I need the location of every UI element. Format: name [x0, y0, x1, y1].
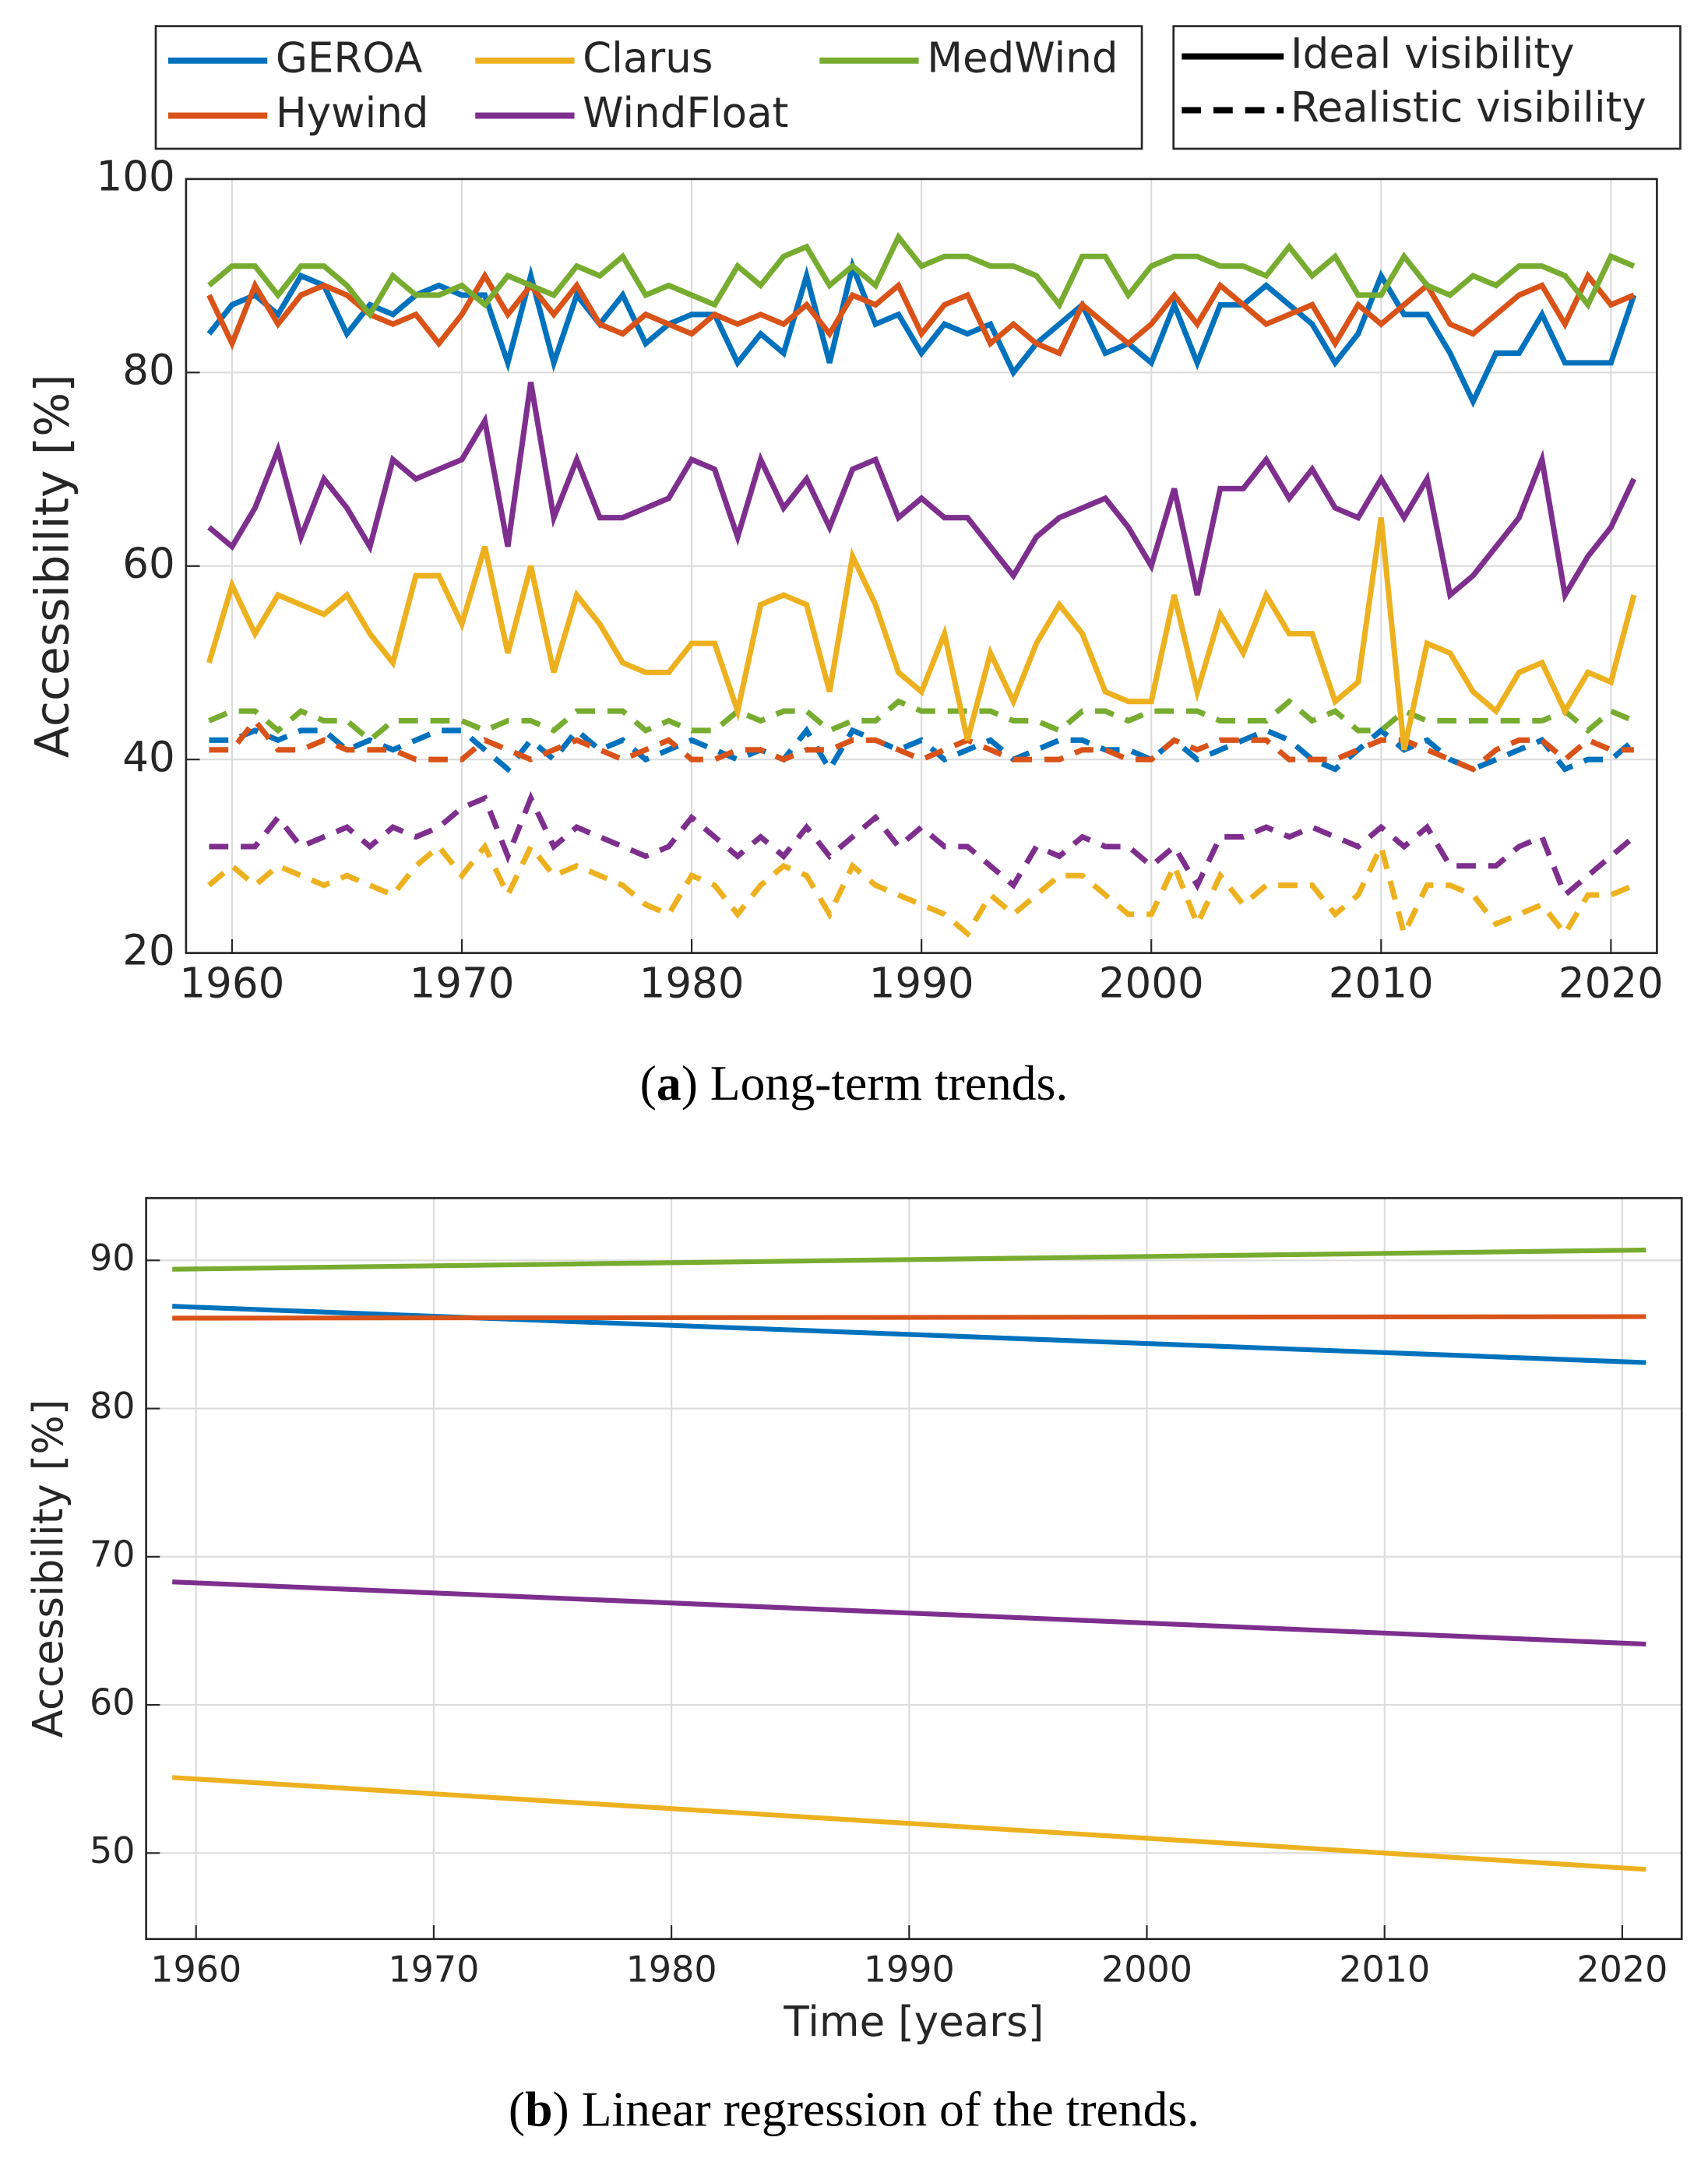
x-tick-label: 2010: [1329, 960, 1434, 1008]
series-layer: [206, 231, 1637, 942]
x-tick-label: 1990: [864, 1949, 955, 1991]
y-axis-label: Accessibility [%]: [24, 1400, 72, 1738]
y-tick-label: 60: [90, 1681, 136, 1724]
y-tick-label: 80: [90, 1385, 136, 1427]
data-line: [207, 231, 1636, 320]
x-tick-label: 1960: [150, 1949, 241, 1991]
plot-frame: [185, 178, 1658, 954]
data-line: [209, 725, 1636, 775]
caption-part: ) Linear regression of the trends.: [553, 2081, 1200, 2136]
caption-part: a: [657, 1055, 681, 1111]
x-tick-label: 2000: [1101, 1949, 1192, 1991]
data-line: [209, 791, 1636, 900]
data-line: [207, 382, 1637, 604]
legend-label: WindFloat: [583, 89, 788, 137]
x-axis-label: Time [years]: [783, 1998, 1044, 2046]
data-line: [172, 1579, 1646, 1647]
x-tick-label: 1970: [410, 960, 515, 1008]
x-tick-label: 2020: [1558, 960, 1664, 1008]
y-tick-label: 80: [122, 346, 174, 394]
data-line: [206, 517, 1637, 751]
legend-label: Hywind: [276, 89, 429, 137]
caption-part: b: [525, 2081, 552, 2136]
legend-label: Clarus: [583, 33, 713, 82]
x-tick-label: 1990: [869, 960, 974, 1008]
legend-box: [1172, 25, 1682, 150]
y-tick-label: 20: [122, 926, 174, 974]
data-line: [206, 270, 1636, 357]
y-tick-label: 70: [90, 1533, 136, 1575]
data-line: [172, 1775, 1646, 1872]
x-tick-label: 2020: [1576, 1949, 1668, 1991]
data-line: [209, 716, 1634, 773]
caption-part: (: [509, 2081, 525, 2136]
legend-label: Ideal visibility: [1291, 30, 1575, 78]
x-tick-label: 1980: [626, 1949, 717, 1991]
plot-frame: [145, 1197, 1683, 1941]
legend-box: [154, 25, 1143, 150]
y-tick-label: 100: [97, 153, 175, 201]
plot-area: [146, 1198, 1682, 1939]
legend-label: Realistic visibility: [1291, 83, 1646, 132]
data-line: [208, 698, 1636, 744]
data-line: [207, 838, 1636, 942]
data-line: [172, 1247, 1646, 1272]
y-tick-label: 90: [90, 1237, 136, 1279]
caption-part: ) Long-term trends.: [681, 1055, 1069, 1111]
data-line: [172, 1314, 1646, 1321]
legend-label: GEROA: [276, 33, 423, 82]
caption: (a) Long-term trends.: [640, 1055, 1069, 1111]
x-tick-label: 2000: [1099, 960, 1204, 1008]
legend-label: MedWind: [927, 33, 1118, 82]
y-tick-label: 50: [90, 1829, 136, 1871]
data-line: [206, 256, 1637, 408]
x-tick-label: 1970: [388, 1949, 479, 1991]
x-tick-label: 2010: [1339, 1949, 1430, 1991]
caption: (b) Linear regression of the trends.: [509, 2081, 1199, 2136]
y-tick-label: 60: [122, 539, 174, 587]
x-tick-label: 1960: [179, 960, 284, 1008]
x-tick-label: 1980: [639, 960, 745, 1008]
series-layer: [172, 1247, 1646, 1872]
y-tick-label: 40: [122, 733, 174, 781]
caption-part: (: [640, 1055, 657, 1111]
y-axis-label: Accessibility [%]: [26, 374, 80, 758]
